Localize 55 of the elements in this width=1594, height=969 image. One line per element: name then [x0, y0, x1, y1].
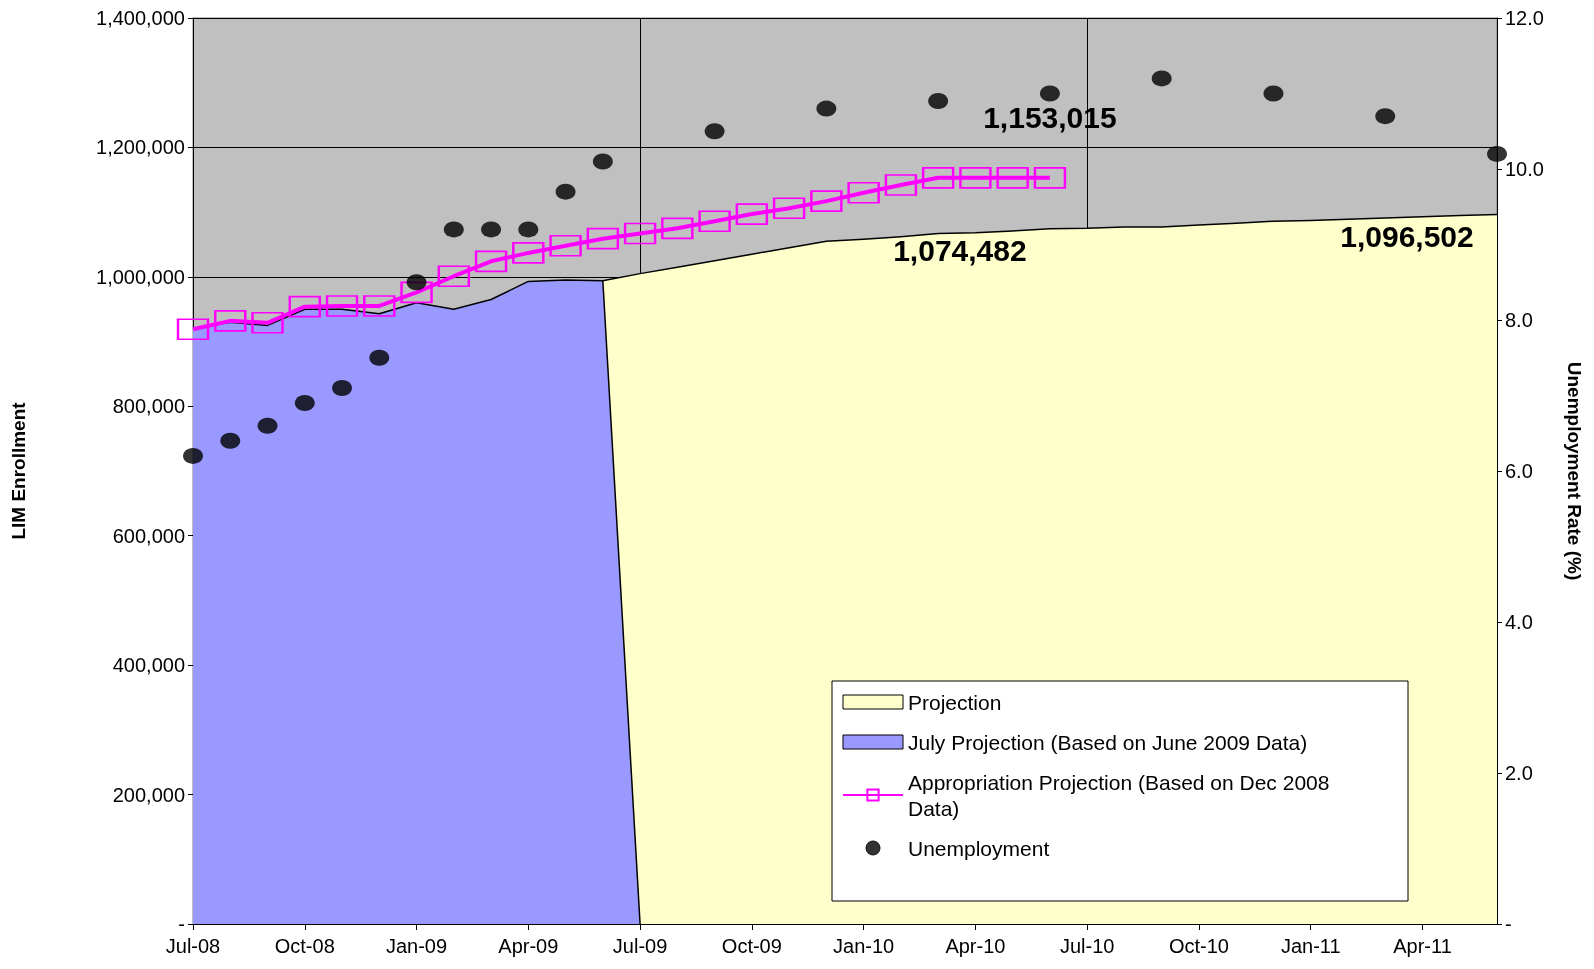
x-tick-label: Jul-10 — [1059, 935, 1115, 957]
y-tick-label: 1,000,000 — [96, 265, 185, 288]
x-tick-label: Oct-10 — [1168, 935, 1229, 957]
point — [518, 221, 539, 238]
point — [332, 379, 353, 396]
point — [555, 183, 576, 200]
y-tick-label: 800,000 — [112, 395, 185, 418]
legend-label: July Projection (Based on June 2009 Data) — [908, 730, 1308, 754]
data-label: 1,096,502 — [1340, 219, 1474, 253]
point — [294, 395, 315, 412]
x-tick-label: Oct-09 — [721, 935, 782, 957]
point — [1487, 145, 1507, 162]
point — [1039, 85, 1060, 102]
y2-axis-title: Unemployment Rate (%) — [1564, 361, 1585, 581]
x-tick-label: Apr-09 — [498, 935, 559, 957]
point — [443, 221, 464, 238]
legend-label: Projection — [908, 690, 1002, 714]
x-tick-label: Jan-10 — [833, 935, 895, 957]
point — [1263, 85, 1284, 102]
point — [1151, 70, 1172, 87]
x-tick-label: Apr-11 — [1393, 935, 1452, 957]
x-tick-label: Oct-08 — [274, 935, 335, 957]
y-tick-label: - — [178, 913, 185, 935]
y-tick-label: 400,000 — [112, 654, 185, 677]
x-tick-label: Jan-09 — [385, 935, 448, 957]
data-label: 1,074,482 — [893, 234, 1027, 268]
y-tick-label: 600,000 — [112, 524, 185, 547]
point — [816, 100, 837, 117]
y2-tick-label: 12.0 — [1505, 7, 1544, 29]
point — [1375, 108, 1396, 125]
point — [704, 123, 725, 140]
y2-tick-label: - — [1505, 913, 1512, 935]
y2-tick-label: 6.0 — [1505, 460, 1533, 482]
y2-tick-label: 4.0 — [1505, 611, 1533, 633]
point — [257, 417, 278, 434]
y-axis-title: LIM Enrollment — [8, 401, 29, 540]
x-tick-label: Apr-10 — [945, 935, 1006, 957]
point — [220, 432, 241, 449]
point — [369, 349, 390, 366]
legend-label: Appropriation Projection (Based on Dec 2008 Data) — [908, 770, 1336, 820]
y-tick-label: 1,200,000 — [96, 136, 185, 159]
point — [183, 447, 203, 464]
x-tick-label: Jul-09 — [612, 935, 668, 957]
x-tick-label: Jan-11 — [1280, 935, 1341, 957]
y-tick-label: 200,000 — [112, 783, 185, 806]
point — [481, 221, 502, 238]
y2-tick-label: 10.0 — [1505, 158, 1544, 180]
y2-tick-label: 8.0 — [1505, 309, 1533, 331]
y-tick-label: 1,400,000 — [96, 7, 185, 29]
legend-label: Unemployment — [908, 836, 1050, 860]
y2-tick-label: 2.0 — [1505, 762, 1533, 784]
x-tick-label: Jul-08 — [165, 935, 221, 957]
point — [928, 93, 949, 110]
point — [592, 153, 613, 170]
point — [177, 318, 209, 341]
